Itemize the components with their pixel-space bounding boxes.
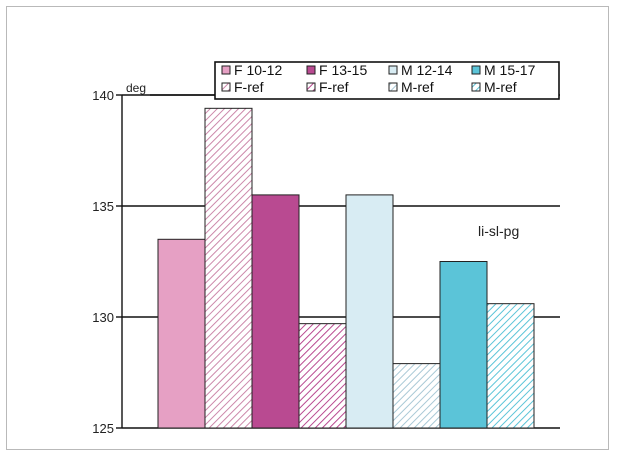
bar (251, 194, 300, 429)
legend-swatch (471, 65, 481, 75)
y-axis: 125 130 135 140 (92, 88, 123, 436)
legend-label: F 10-12 (234, 62, 282, 78)
legend-swatch (306, 82, 316, 92)
legend-box (214, 61, 560, 100)
legend-swatch (221, 82, 231, 92)
bar (392, 363, 441, 429)
bar (486, 303, 535, 429)
legend-label: M-ref (401, 79, 434, 95)
annotation-label: li-sl-pg (478, 223, 519, 239)
y-tick-label: 135 (92, 199, 114, 214)
legend-label: M 12-14 (401, 62, 453, 78)
bar (298, 323, 347, 429)
legend-label: M 15-17 (484, 62, 536, 78)
bars (157, 107, 535, 429)
y-tick-label: 140 (92, 88, 114, 103)
bar (157, 238, 206, 429)
legend-label: F 13-15 (319, 62, 367, 78)
y-tick-label: 125 (92, 421, 114, 436)
unit-label: deg (126, 81, 146, 95)
bar (439, 261, 488, 429)
y-tick-label: 130 (92, 310, 114, 325)
legend-label: M-ref (484, 79, 517, 95)
legend-swatch (471, 82, 481, 92)
legend-label: F-ref (319, 79, 349, 95)
legend-swatch (221, 65, 231, 75)
legend-swatch (388, 65, 398, 75)
legend-swatch (306, 65, 316, 75)
legend-swatch (388, 82, 398, 92)
legend-label: F-ref (234, 79, 264, 95)
bar (204, 107, 253, 429)
bar (345, 194, 394, 429)
